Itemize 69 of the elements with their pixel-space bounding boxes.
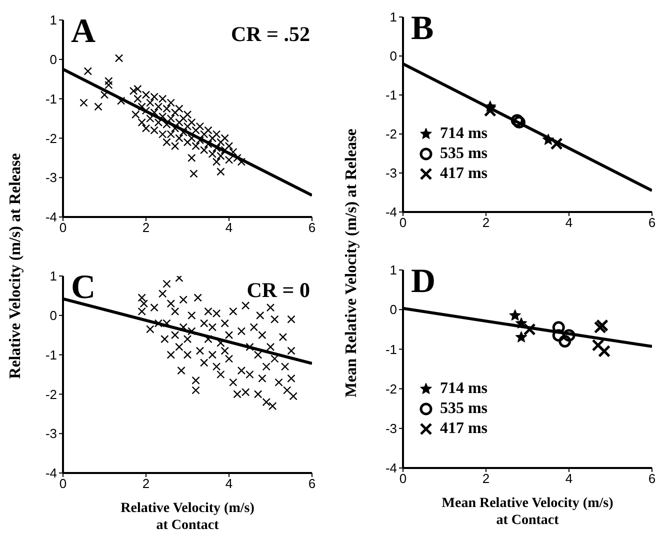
point xyxy=(484,104,496,117)
x-tick-label: 0 xyxy=(59,476,67,492)
y-tick-label: -1 xyxy=(385,342,397,357)
x-tick-label: 2 xyxy=(142,476,150,492)
y-tick-label: 1 xyxy=(50,268,57,284)
y-tick-label: 1 xyxy=(390,10,397,25)
point xyxy=(550,138,563,150)
point xyxy=(515,317,528,329)
legend-label: 417 ms xyxy=(440,420,488,438)
y-tick-label: 0 xyxy=(50,308,57,324)
annotation: CR = .52 xyxy=(230,22,310,47)
y-tick-label: -3 xyxy=(385,166,397,181)
point xyxy=(552,321,565,334)
x-tick-label: 2 xyxy=(142,220,150,236)
x-axis-title: Mean Relative Velocity (m/s) at Contact xyxy=(440,495,614,529)
y-tick-label: -2 xyxy=(45,130,57,146)
y-tick-label: -3 xyxy=(45,170,57,186)
chart-title: A xyxy=(71,13,96,50)
annotation: CR = 0 xyxy=(246,278,310,303)
x-tick-label: 0 xyxy=(399,215,407,230)
legend-label: 535 ms xyxy=(440,400,488,418)
x-tick-label: 0 xyxy=(59,220,67,236)
point xyxy=(515,331,528,342)
chart-title: D xyxy=(411,263,436,300)
x-tick-label: 6 xyxy=(648,471,656,486)
x-tick-label: 2 xyxy=(482,215,490,230)
x-tick-label: 6 xyxy=(308,220,316,236)
y-tick-label: -4 xyxy=(45,210,57,225)
x-tick-label: 2 xyxy=(482,471,490,486)
point xyxy=(598,344,611,358)
y-tick-label: 1 xyxy=(50,12,57,28)
x-tick-label: 0 xyxy=(399,471,407,486)
chart-title: C xyxy=(71,269,96,306)
point xyxy=(542,134,554,145)
legend-label: 535 ms xyxy=(440,145,488,164)
x-tick-label: 4 xyxy=(225,220,233,236)
y-axis-title: Mean Relative Velocity (m/s) at Release xyxy=(343,128,361,398)
y-tick-label: -3 xyxy=(45,426,57,442)
y-tick-label: -2 xyxy=(385,126,397,142)
point xyxy=(523,323,536,336)
legend-label: 417 ms xyxy=(440,165,488,184)
x-axis-title: Relative Velocity (m/s) at Contact xyxy=(120,500,256,533)
y-tick-label: -1 xyxy=(45,347,57,362)
x-tick-label: 6 xyxy=(648,215,656,230)
point xyxy=(562,329,576,342)
y-tick-label: -4 xyxy=(45,466,57,481)
point xyxy=(509,309,522,321)
legend-label: 714 ms xyxy=(440,380,488,398)
y-tick-label: 0 xyxy=(50,52,57,68)
y-tick-label: -2 xyxy=(45,386,57,402)
x-tick-label: 4 xyxy=(565,471,573,486)
y-tick-label: 1 xyxy=(390,262,397,278)
y-tick-label: -3 xyxy=(385,421,397,436)
legend-label: 714 ms xyxy=(440,125,488,144)
y-tick-label: -2 xyxy=(385,381,397,396)
y-axis-title: Relative Velocity (m/s) at Release xyxy=(7,153,25,379)
chart-title: B xyxy=(411,10,434,47)
y-tick-label: -4 xyxy=(385,204,397,220)
y-tick-label: -1 xyxy=(45,91,57,106)
y-tick-label: -1 xyxy=(385,88,397,103)
point xyxy=(552,329,565,342)
point xyxy=(592,338,604,352)
x-tick-label: 6 xyxy=(308,476,316,492)
y-tick-label: 0 xyxy=(390,302,397,318)
y-tick-label: -4 xyxy=(385,460,397,476)
point xyxy=(558,335,572,348)
x-tick-label: 4 xyxy=(225,476,233,492)
x-tick-label: 4 xyxy=(565,215,573,230)
y-tick-label: 0 xyxy=(390,48,397,64)
